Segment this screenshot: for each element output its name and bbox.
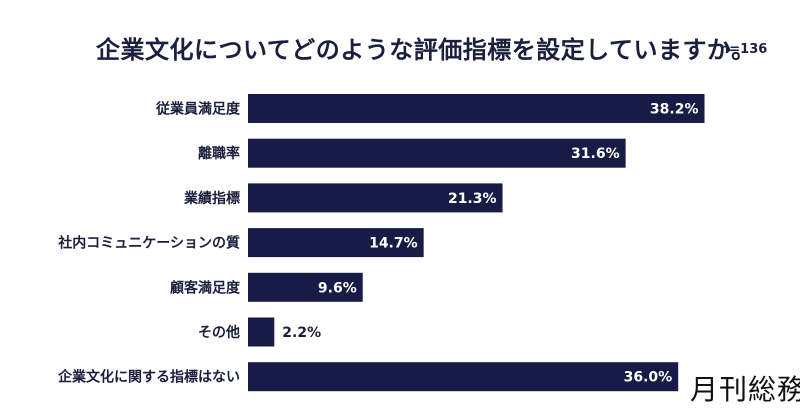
category-label: 業績指標 (183, 190, 240, 207)
bar (248, 183, 503, 213)
category-label: 従業員満足度 (155, 101, 241, 118)
value-label: 31.6% (571, 146, 620, 162)
bar (248, 272, 363, 302)
bar (248, 94, 705, 123)
value-label: 9.6% (318, 280, 357, 296)
value-label: 36.0% (624, 370, 673, 386)
value-label: 38.2% (650, 102, 699, 118)
category-label: その他 (198, 324, 240, 341)
category-label: 社内コミュニケーションの質 (57, 235, 240, 252)
chart-title: 企業文化についてどのような評価指標を設定していますか。 (96, 36, 756, 64)
bar (248, 362, 679, 392)
value-label: 21.3% (448, 191, 497, 207)
bar (248, 228, 424, 258)
bar (248, 317, 275, 347)
category-label: 離職率 (198, 145, 240, 162)
value-label: 14.7% (369, 236, 418, 252)
sample-size: n=136 (720, 42, 768, 57)
title-row: 企業文化についてどのような評価指標を設定していますか。 n=136 (0, 30, 800, 70)
bar (248, 138, 626, 168)
value-label: 2.2% (282, 325, 321, 341)
brand-logo: 月刊総務 (690, 373, 800, 406)
category-label: 企業文化に関する指標はない (57, 369, 240, 386)
category-label: 顧客満足度 (170, 279, 241, 296)
